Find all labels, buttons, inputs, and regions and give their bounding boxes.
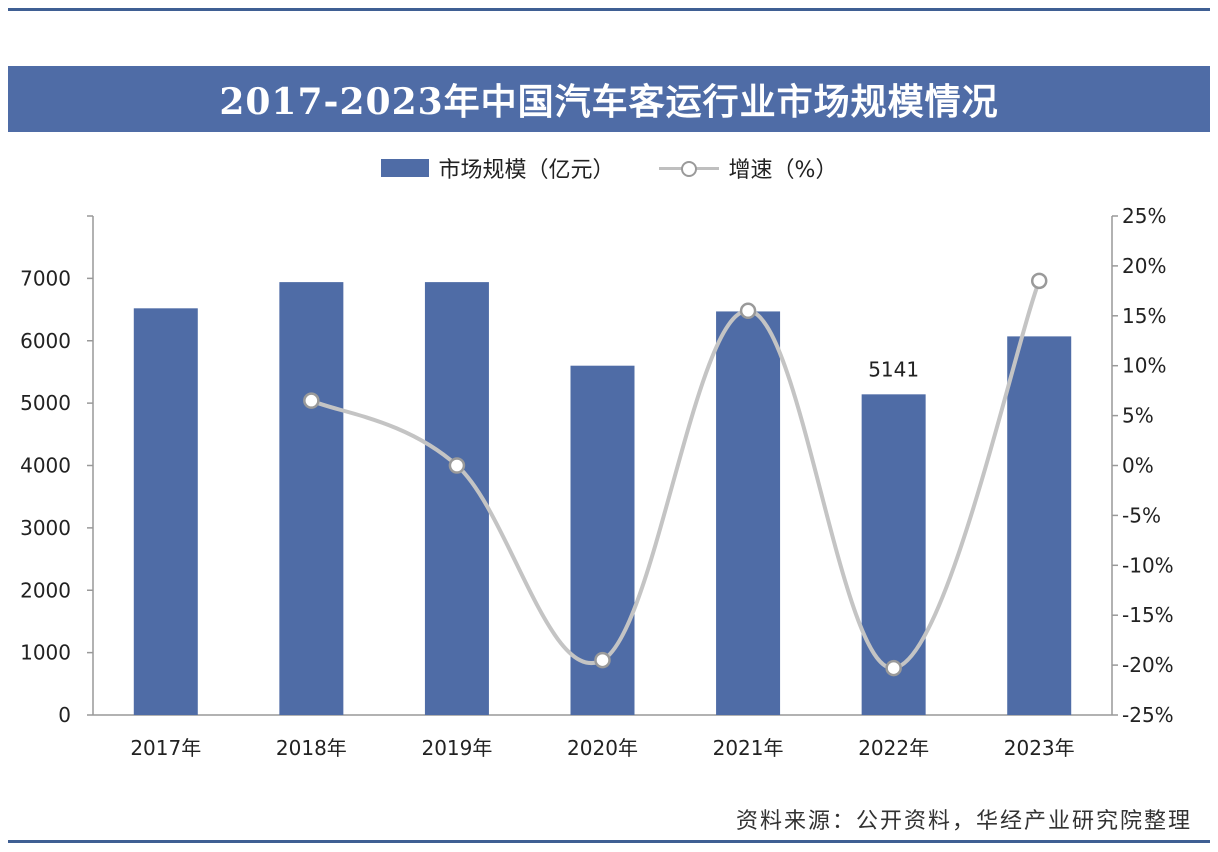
growth-point	[1030, 272, 1048, 290]
growth-point	[303, 392, 320, 409]
x-tick-label: 2021年	[713, 736, 784, 760]
y-left-tick-label: 4000	[20, 454, 71, 478]
bar-3	[424, 282, 489, 715]
y-right-tick-label: 25%	[1122, 204, 1166, 228]
growth-point	[885, 659, 902, 677]
legend-line-swatch	[658, 159, 719, 177]
growth-line	[310, 280, 1042, 671]
growth-point	[594, 651, 611, 669]
legend-line-label: 增速（%）	[728, 158, 838, 183]
growth-point	[739, 302, 757, 320]
y-left-tick-label: 3000	[20, 516, 71, 540]
y-right-tick-label: 0%	[1122, 454, 1154, 478]
y-left-tick-label: 2000	[20, 578, 71, 602]
y-left-tick-label: 1000	[20, 641, 71, 665]
y-right-tick-label: -15%	[1122, 603, 1174, 627]
legend-bar-label: 市场规模（亿元）	[438, 158, 615, 183]
y-right-tick-label: -10%	[1122, 553, 1174, 577]
growth-point	[448, 457, 466, 474]
x-tick-label: 2020年	[567, 736, 638, 760]
bar-5	[716, 311, 781, 715]
bar-2	[279, 282, 344, 715]
legend-item-line: 增速（%）	[658, 152, 838, 184]
chart-title: 2017-2023年中国汽车客运行业市场规模情况	[8, 66, 1210, 132]
y-right-tick-label: -20%	[1122, 653, 1174, 677]
data-label: 5141	[868, 357, 919, 381]
y-right-tick-label: -5%	[1122, 503, 1161, 527]
y-right-tick-label: 10%	[1122, 354, 1166, 378]
source-note: 资料来源：公开资料，华经产业研究院整理	[735, 809, 1192, 834]
y-right-tick-label: 15%	[1122, 304, 1166, 328]
legend-bar-swatch	[380, 159, 429, 177]
y-right-tick-label: -25%	[1122, 703, 1174, 727]
bottom-rule	[8, 840, 1210, 843]
y-left-tick-label: 7000	[20, 266, 71, 290]
chart-canvas: 0 1000 2000 3000 4000 5000 6000 7000 -25% -20% -15…	[20, 204, 1174, 760]
y-left-tick-label: 5000	[20, 391, 71, 415]
legend: 市场规模（亿元） 增速（%）	[0, 150, 1218, 186]
bar-7	[1007, 336, 1072, 715]
y-left-tick-label: 6000	[20, 329, 71, 353]
x-tick-label: 2022年	[858, 736, 929, 760]
x-tick-label: 2018年	[276, 736, 347, 760]
y-left-tick-label: 0	[58, 703, 71, 727]
x-tick-label: 2023年	[1004, 736, 1075, 760]
y-right-tick-label: 5%	[1122, 404, 1154, 428]
bar-1	[133, 308, 198, 715]
top-rule	[8, 8, 1210, 11]
x-tick-label: 2017年	[130, 736, 201, 760]
y-right-tick-label: 20%	[1122, 254, 1166, 278]
x-tick-label: 2019年	[421, 736, 492, 760]
legend-item-bar: 市场规模（亿元）	[380, 152, 615, 184]
